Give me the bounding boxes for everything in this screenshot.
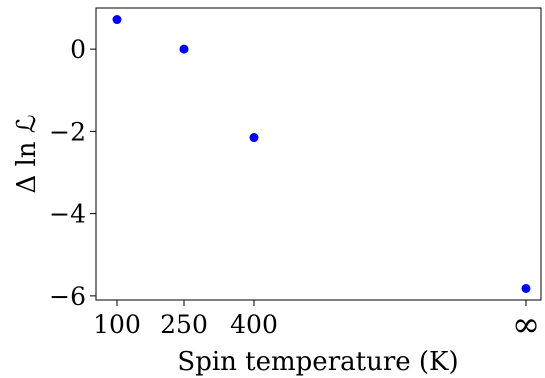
x-tick-label: ∞: [512, 305, 540, 345]
x-axis-label: Spin temperature (K): [177, 347, 458, 377]
x-axis-ticks: 100 250 400 ∞: [93, 300, 540, 345]
y-tick-label: −4: [49, 200, 86, 229]
y-tick-label: −6: [49, 282, 86, 311]
plot-frame: [95, 7, 542, 301]
data-point: [521, 283, 531, 293]
data-point: [249, 133, 259, 143]
y-tick-label: 0: [70, 35, 86, 64]
y-axis-label-group: Δ ln ℒ: [12, 114, 42, 193]
x-tick-label: 100: [93, 310, 141, 339]
data-point: [179, 44, 189, 54]
y-axis-ticks: 0 −2 −4 −6: [49, 35, 96, 311]
data-point: [112, 15, 122, 25]
y-tick-label: −2: [49, 117, 86, 146]
y-axis-label: Δ ln ℒ: [12, 114, 42, 193]
x-tick-label: 250: [160, 310, 208, 339]
data-points: [112, 15, 531, 293]
x-tick-label: 400: [230, 310, 278, 339]
